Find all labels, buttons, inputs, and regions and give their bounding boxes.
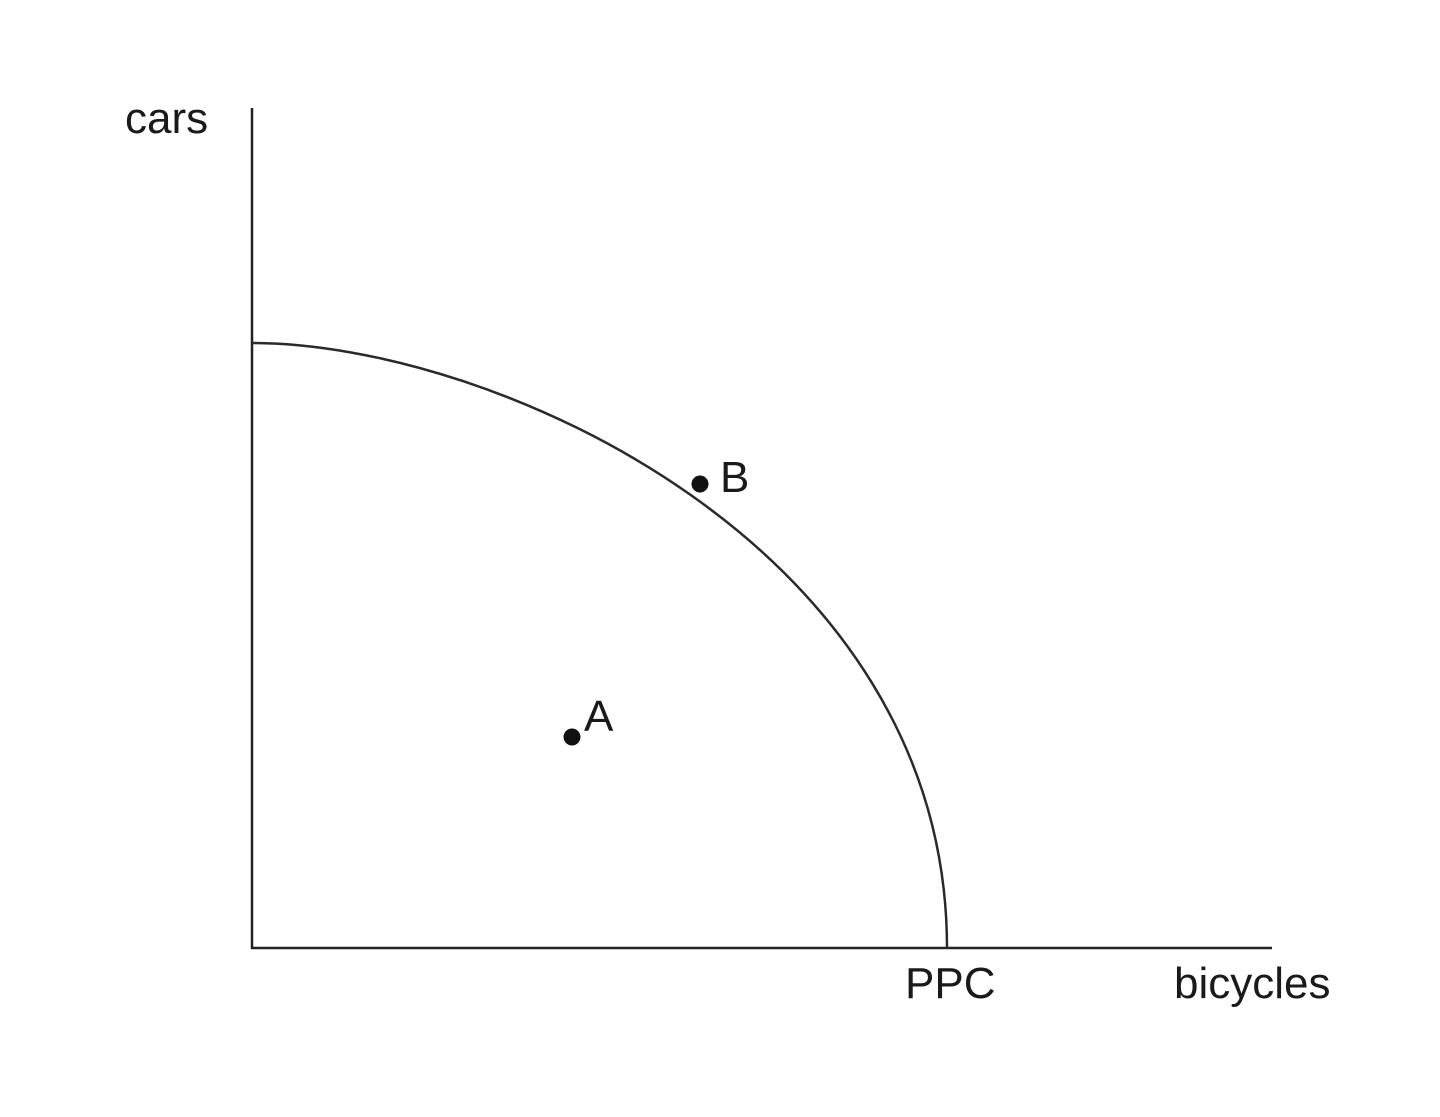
ppc-label: PPC	[905, 959, 995, 1008]
ppc-curve	[251, 341, 949, 949]
point-a-marker	[563, 728, 581, 746]
point-a-label: A	[584, 692, 614, 741]
y-axis-label: cars	[125, 94, 208, 143]
x-axis-label: bicycles	[1174, 959, 1331, 1008]
point-b-label: B	[720, 453, 749, 502]
point-b-marker	[691, 475, 709, 493]
